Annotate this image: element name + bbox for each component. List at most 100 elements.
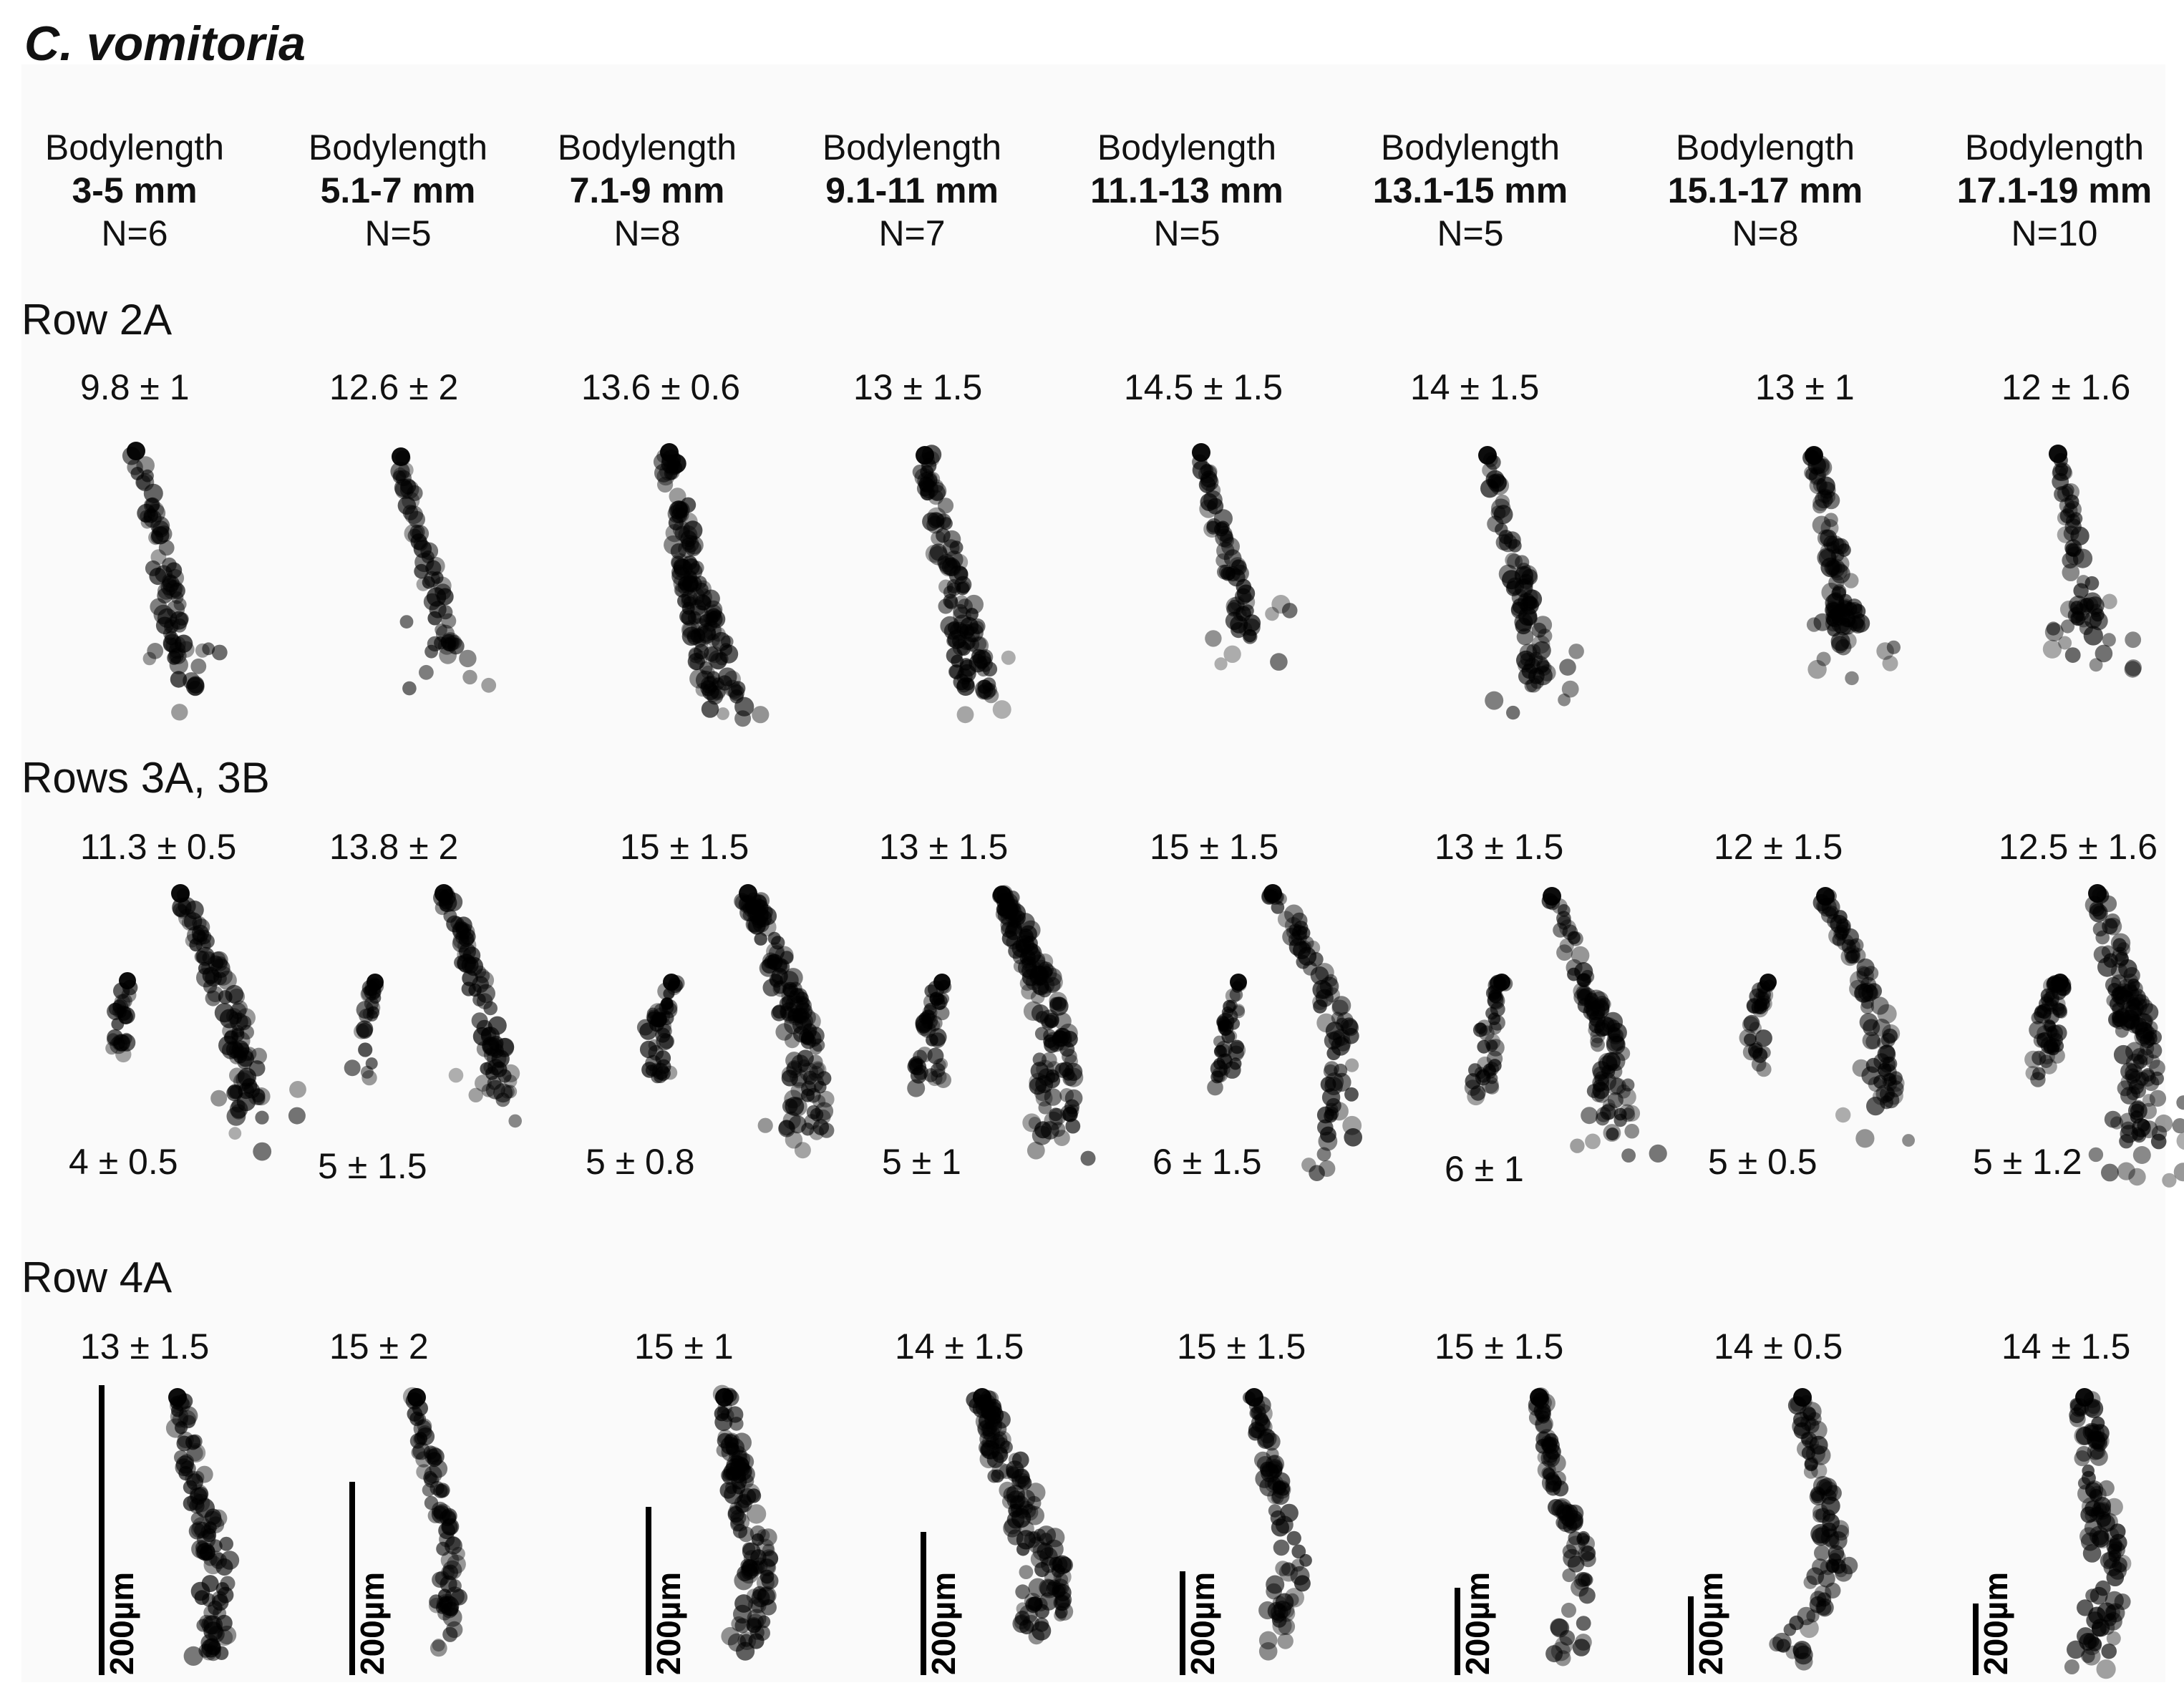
row3b-dot (791, 1072, 807, 1089)
row2a-dot (412, 525, 429, 543)
row3b-dot (766, 942, 785, 961)
row3b-dot (1566, 959, 1583, 976)
row3b-dot (808, 1054, 823, 1069)
row3b-dot-scatter (1316, 1147, 1331, 1162)
row2a-dot (1493, 505, 1513, 525)
row3a-dot (1229, 1057, 1242, 1070)
row2a-dot-scatter (983, 687, 999, 704)
row2a-dot (965, 608, 979, 621)
row3b-dot-scatter (1309, 1165, 1325, 1181)
row2a-dot (930, 479, 944, 493)
row2a-value: 12 ± 1.6 (2001, 367, 2131, 407)
row3b-dot (251, 1088, 266, 1103)
row2a-value: 13.6 ± 0.6 (581, 367, 741, 407)
row3b-dot (248, 1060, 266, 1077)
column-n: N=10 (2011, 213, 2098, 253)
row4a-dot (1253, 1404, 1273, 1424)
row3b-dot (1849, 979, 1868, 999)
row3b-dot (1879, 1044, 1896, 1061)
row3b-dot-scatter (757, 1117, 773, 1133)
column-range: 9.1-11 mm (825, 170, 999, 210)
row3b-dot (1021, 945, 1041, 965)
row3b-dot (440, 896, 454, 910)
row3b-dot (461, 956, 479, 974)
row4a-dot (1789, 1615, 1804, 1631)
row3a-dot (639, 1040, 658, 1059)
row2a-dot (1805, 447, 1822, 463)
column-header: Bodylength 11.1-13 mm N=5 (1072, 126, 1301, 255)
row2a-dot-scatter (1001, 650, 1016, 665)
column-range: 17.1-19 mm (1956, 170, 2153, 210)
row3b-dot (780, 951, 794, 964)
row4a-dot (2082, 1544, 2102, 1563)
row3b-dot (195, 946, 215, 966)
row2a-dot (2062, 563, 2080, 581)
row4a-dot (188, 1434, 203, 1449)
row2a-dot-scatter (2042, 639, 2062, 659)
row3b-dot (807, 1027, 825, 1044)
row2a-dot (1235, 606, 1251, 622)
dot-layer (105, 442, 2184, 1679)
row3b-dot (1873, 1019, 1891, 1037)
row2a-dot (929, 543, 947, 561)
row4a-dot (1025, 1505, 1044, 1525)
column-header: Bodylength 13.1-15 mm N=5 (1356, 126, 1585, 255)
row3b-dot (1320, 1076, 1336, 1092)
row2a-dot (2071, 612, 2084, 626)
column-label: Bodylength (1380, 127, 1561, 168)
row4a-dot (2074, 1426, 2094, 1446)
row4a-dot (1054, 1606, 1068, 1619)
row2a-dot (677, 578, 695, 596)
row2a-dot (173, 598, 187, 611)
row2a-dot (1206, 518, 1222, 533)
row3b-dot (483, 1001, 498, 1016)
row3b-dot (1343, 1027, 1359, 1044)
row2a-dot-scatter (2125, 631, 2142, 649)
row4a-dot (1580, 1551, 1596, 1568)
row4a-dot (1550, 1618, 1568, 1636)
row2a-dot-scatter (2046, 621, 2061, 636)
row2a-dot-scatter (195, 643, 210, 658)
row3b-dot (230, 1028, 245, 1042)
column-header: Bodylength 3-5 mm N=6 (20, 126, 249, 255)
row3b-dot (1294, 921, 1309, 936)
row2a-value: 14.5 ± 1.5 (1124, 367, 1283, 407)
row2a-dot (122, 447, 141, 465)
row2a-dot-scatter (419, 664, 434, 680)
row4a-dot (1580, 1573, 1593, 1586)
row2a-dot-scatter (956, 706, 974, 724)
row4a-dot (2064, 1659, 2079, 1674)
row3b-dot (183, 912, 203, 931)
row4a-dot (1039, 1579, 1059, 1598)
row3b-dot (999, 900, 1019, 919)
row2a-dot (1538, 664, 1556, 681)
row2a-dot (953, 606, 971, 626)
row3b-dot (1029, 965, 1049, 985)
row3b-dot (1576, 985, 1590, 999)
row2a-dot-scatter (147, 643, 164, 659)
row3b-dot (1606, 1035, 1626, 1055)
row3b-dot (797, 1049, 814, 1067)
row2a-dot (920, 470, 938, 489)
row2a-dot-scatter (202, 642, 215, 656)
column-n: N=8 (613, 213, 681, 253)
row4a-dot (2105, 1603, 2125, 1623)
row3b-dot (1065, 1118, 1081, 1134)
row2a-dot-scatter (462, 669, 477, 685)
scale-bar-label: 200µm (650, 1572, 687, 1675)
row3b-dot (1032, 1052, 1047, 1067)
row3b-dot (1603, 1124, 1621, 1142)
row3b-dot-scatter (1601, 1102, 1618, 1120)
row4a-dot (979, 1440, 999, 1460)
row2a-dot (706, 646, 723, 664)
row4a-dot (1275, 1515, 1294, 1534)
row2a-dot (681, 593, 697, 610)
row3b-dot (173, 903, 187, 917)
row3b-dot-scatter (1591, 1088, 1606, 1102)
row3b-dot (781, 1069, 798, 1087)
row2a-dot-scatter (2060, 619, 2075, 634)
row2a-dot (1820, 529, 1838, 547)
column-label: Bodylength (1097, 127, 1277, 168)
row3b-dot (1588, 1017, 1606, 1034)
row3a-dot (1487, 992, 1504, 1009)
